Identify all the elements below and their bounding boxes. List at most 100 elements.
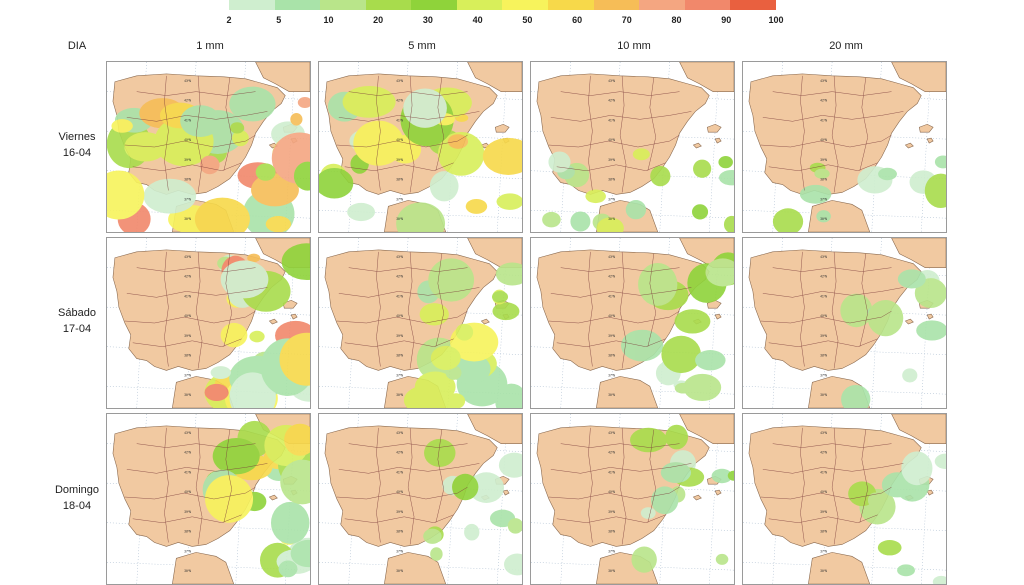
svg-text:36ºN: 36ºN	[396, 217, 404, 221]
svg-text:37ºN: 37ºN	[608, 373, 616, 377]
latitude-labels: 43ºN 42ºN 41ºN 40ºN 39ºN 38ºN 37ºN 36ºN	[608, 431, 616, 573]
map-panel-domingo-10mm: 43ºN 42ºN 41ºN 40ºN 39ºN 38ºN 37ºN 36ºN	[530, 413, 735, 585]
svg-text:38ºN: 38ºN	[184, 530, 192, 534]
legend-tick-label: 80	[671, 15, 682, 25]
row-date: 16-04	[62, 147, 92, 159]
svg-text:36ºN: 36ºN	[608, 393, 616, 397]
svg-text:42ºN: 42ºN	[184, 99, 192, 103]
svg-text:38ºN: 38ºN	[608, 530, 616, 534]
svg-text:43ºN: 43ºN	[820, 431, 828, 435]
row-day: Domingo	[54, 484, 100, 496]
map-svg: 43ºN 42ºN 41ºN 40ºN 39ºN 38ºN 37ºN 36ºN	[743, 414, 946, 584]
svg-text:42ºN: 42ºN	[608, 275, 616, 279]
svg-text:42ºN: 42ºN	[184, 451, 192, 455]
legend-color-bar	[229, 0, 776, 10]
svg-text:37ºN: 37ºN	[820, 549, 828, 553]
legend-swatch	[593, 0, 640, 10]
svg-text:40ºN: 40ºN	[184, 490, 192, 494]
svg-text:41ºN: 41ºN	[608, 294, 616, 298]
svg-text:38ºN: 38ºN	[820, 530, 828, 534]
map-svg: 43ºN 42ºN 41ºN 40ºN 39ºN 38ºN 37ºN 36ºN	[107, 238, 310, 408]
legend-swatch	[639, 0, 685, 10]
svg-text:37ºN: 37ºN	[608, 549, 616, 553]
svg-text:39ºN: 39ºN	[608, 158, 616, 162]
legend-swatch	[320, 0, 366, 10]
svg-text:41ºN: 41ºN	[184, 470, 192, 474]
column-header-10mm: 10 mm	[617, 40, 651, 52]
map-svg: 43ºN 42ºN 41ºN 40ºN 39ºN 38ºN 37ºN 36ºN	[531, 414, 734, 584]
map-panel-viernes-20mm: 43ºN 42ºN 41ºN 40ºN 39ºN 38ºN 37ºN 36ºN	[742, 61, 947, 233]
map-panel-domingo-1mm: 43ºN 42ºN 41ºN 40ºN 39ºN 38ºN 37ºN 36ºN	[106, 413, 311, 585]
svg-text:43ºN: 43ºN	[820, 255, 828, 259]
svg-text:38ºN: 38ºN	[608, 354, 616, 358]
latitude-labels: 43ºN 42ºN 41ºN 40ºN 39ºN 38ºN 37ºN 36ºN	[396, 255, 404, 397]
svg-text:40ºN: 40ºN	[608, 490, 616, 494]
svg-text:41ºN: 41ºN	[820, 470, 828, 474]
svg-text:40ºN: 40ºN	[184, 138, 192, 142]
svg-text:36ºN: 36ºN	[184, 393, 192, 397]
svg-text:37ºN: 37ºN	[184, 549, 192, 553]
legend-tick-label: 20	[373, 15, 384, 25]
svg-text:40ºN: 40ºN	[820, 490, 828, 494]
legend-tick-label: 2	[226, 15, 232, 25]
column-header-20mm: 20 mm	[829, 40, 863, 52]
map-panel-sabado-1mm: 43ºN 42ºN 41ºN 40ºN 39ºN 38ºN 37ºN 36ºN	[106, 237, 311, 409]
map-svg: 43ºN 42ºN 41ºN 40ºN 39ºN 38ºN 37ºN 36ºN	[743, 238, 946, 408]
svg-text:39ºN: 39ºN	[608, 334, 616, 338]
province-borders	[548, 427, 692, 545]
svg-text:41ºN: 41ºN	[184, 294, 192, 298]
svg-text:43ºN: 43ºN	[820, 79, 828, 83]
legend-tick-label: 40	[472, 15, 483, 25]
svg-text:43ºN: 43ºN	[608, 255, 616, 259]
row-label-domingo: Domingo 18-04	[40, 482, 114, 514]
legend-swatch	[502, 0, 549, 10]
row-date: 17-04	[62, 323, 92, 335]
legend-tick-label: 70	[621, 15, 632, 25]
svg-text:40ºN: 40ºN	[820, 314, 828, 318]
svg-text:40ºN: 40ºN	[396, 490, 404, 494]
svg-text:40ºN: 40ºN	[608, 314, 616, 318]
legend-swatch	[730, 0, 776, 10]
latitude-labels: 43ºN 42ºN 41ºN 40ºN 39ºN 38ºN 37ºN 36ºN	[820, 79, 828, 221]
svg-text:42ºN: 42ºN	[396, 451, 404, 455]
svg-text:36ºN: 36ºN	[396, 393, 404, 397]
svg-text:36ºN: 36ºN	[184, 569, 192, 573]
svg-text:43ºN: 43ºN	[396, 79, 404, 83]
svg-text:37ºN: 37ºN	[608, 197, 616, 201]
svg-text:37ºN: 37ºN	[396, 373, 404, 377]
svg-text:39ºN: 39ºN	[396, 510, 404, 514]
svg-text:36ºN: 36ºN	[608, 569, 616, 573]
svg-text:39ºN: 39ºN	[184, 510, 192, 514]
svg-text:38ºN: 38ºN	[396, 178, 404, 182]
legend-swatch	[456, 0, 503, 10]
svg-text:39ºN: 39ºN	[608, 510, 616, 514]
province-borders	[548, 251, 692, 369]
province-borders	[336, 251, 480, 369]
svg-text:43ºN: 43ºN	[396, 255, 404, 259]
svg-text:42ºN: 42ºN	[184, 275, 192, 279]
column-header-5mm: 5 mm	[408, 40, 436, 52]
svg-text:36ºN: 36ºN	[184, 217, 192, 221]
land	[748, 62, 946, 232]
map-svg: 43ºN 42ºN 41ºN 40ºN 39ºN 38ºN 37ºN 36ºN	[743, 62, 946, 232]
svg-text:36ºN: 36ºN	[820, 393, 828, 397]
map-svg: 43ºN 42ºN 41ºN 40ºN 39ºN 38ºN 37ºN 36ºN	[107, 62, 310, 232]
svg-text:40ºN: 40ºN	[396, 314, 404, 318]
svg-text:39ºN: 39ºN	[820, 334, 828, 338]
map-panel-domingo-5mm: 43ºN 42ºN 41ºN 40ºN 39ºN 38ºN 37ºN 36ºN	[318, 413, 523, 585]
dia-header: DIA	[67, 40, 87, 52]
map-panel-viernes-5mm: 43ºN 42ºN 41ºN 40ºN 39ºN 38ºN 37ºN 36ºN	[318, 61, 523, 233]
svg-text:43ºN: 43ºN	[396, 431, 404, 435]
svg-text:37ºN: 37ºN	[396, 197, 404, 201]
row-date: 18-04	[62, 500, 92, 512]
svg-text:38ºN: 38ºN	[820, 354, 828, 358]
latitude-labels: 43ºN 42ºN 41ºN 40ºN 39ºN 38ºN 37ºN 36ºN	[820, 255, 828, 397]
svg-text:39ºN: 39ºN	[184, 158, 192, 162]
svg-text:36ºN: 36ºN	[396, 569, 404, 573]
precipitation-overlay	[319, 85, 522, 232]
province-borders	[336, 427, 480, 545]
precipitation-overlay	[107, 86, 310, 232]
svg-text:41ºN: 41ºN	[820, 294, 828, 298]
svg-text:38ºN: 38ºN	[184, 354, 192, 358]
map-svg: 43ºN 42ºN 41ºN 40ºN 39ºN 38ºN 37ºN 36ºN	[319, 414, 522, 584]
